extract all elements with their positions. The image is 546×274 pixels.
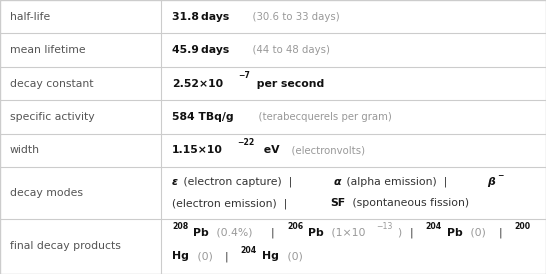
Text: 206: 206 [287, 222, 303, 231]
Text: 204: 204 [241, 246, 257, 255]
Text: 2.52×10: 2.52×10 [172, 79, 223, 89]
Text: |: | [491, 227, 509, 238]
Text: (0): (0) [283, 251, 302, 261]
Text: decay constant: decay constant [10, 79, 93, 89]
Text: Hg: Hg [262, 251, 278, 261]
Text: ε: ε [172, 176, 178, 187]
Text: final decay products: final decay products [10, 241, 121, 252]
Text: Pb: Pb [447, 228, 462, 238]
Text: per second: per second [253, 79, 324, 89]
Text: −: − [497, 171, 503, 180]
Text: (electron emission)  |: (electron emission) | [172, 198, 294, 209]
Text: −22: −22 [238, 138, 255, 147]
Text: (0): (0) [467, 228, 486, 238]
Text: Pb: Pb [308, 228, 324, 238]
Text: |: | [264, 227, 282, 238]
Text: −13: −13 [377, 222, 393, 231]
Text: 208: 208 [172, 222, 188, 231]
Text: (terabecquerels per gram): (terabecquerels per gram) [252, 112, 391, 122]
Text: (1×10: (1×10 [328, 228, 366, 238]
Text: mean lifetime: mean lifetime [10, 45, 86, 55]
Text: 200: 200 [514, 222, 530, 231]
Text: Pb: Pb [193, 228, 209, 238]
Text: width: width [10, 145, 40, 155]
Text: (0.4%): (0.4%) [213, 228, 253, 238]
Text: SF: SF [330, 198, 345, 208]
Text: (electron capture)  |: (electron capture) | [180, 176, 299, 187]
Text: (44 to 48 days): (44 to 48 days) [246, 45, 330, 55]
Text: β: β [487, 176, 495, 187]
Text: Hg: Hg [172, 251, 189, 261]
Text: −7: −7 [238, 71, 250, 80]
Text: 45.9 days: 45.9 days [172, 45, 229, 55]
Text: ): ) [397, 228, 402, 238]
Text: |: | [403, 227, 421, 238]
Text: 204: 204 [426, 222, 442, 231]
Text: (spontaneous fission): (spontaneous fission) [349, 198, 470, 208]
Text: specific activity: specific activity [10, 112, 94, 122]
Text: (0): (0) [194, 251, 212, 261]
Text: (alpha emission)  |: (alpha emission) | [343, 176, 455, 187]
Text: half-life: half-life [10, 12, 50, 22]
Text: α: α [334, 176, 341, 187]
Text: decay modes: decay modes [10, 188, 83, 198]
Text: eV: eV [260, 145, 280, 155]
Text: 584 TBq/g: 584 TBq/g [172, 112, 234, 122]
Text: (30.6 to 33 days): (30.6 to 33 days) [246, 12, 340, 22]
Text: |: | [218, 251, 236, 262]
Text: 31.8 days: 31.8 days [172, 12, 229, 22]
Text: (electronvolts): (electronvolts) [285, 145, 365, 155]
Text: 1.15×10: 1.15×10 [172, 145, 223, 155]
